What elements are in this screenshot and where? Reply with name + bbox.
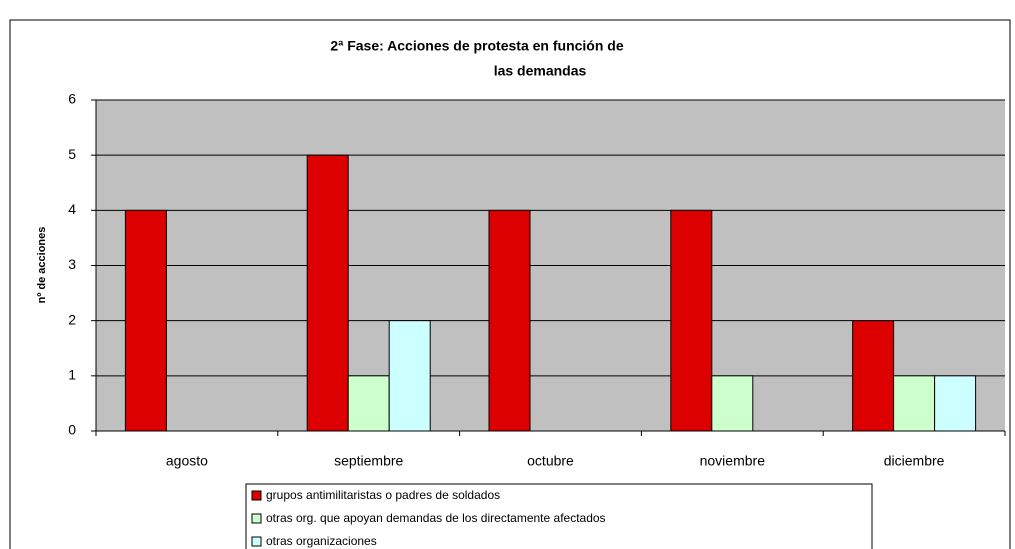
- y-tick-label: 2: [68, 311, 76, 327]
- x-tick-label: octubre: [527, 453, 574, 469]
- y-tick-label: 4: [68, 201, 76, 217]
- x-tick-label: agosto: [166, 453, 208, 469]
- legend-label: otras org. que apoyan demandas de los di…: [266, 511, 606, 525]
- legend-swatch: [251, 513, 262, 524]
- bar: [934, 375, 977, 432]
- bar: [388, 320, 431, 432]
- legend-swatch: [251, 490, 262, 501]
- bar: [711, 375, 754, 432]
- x-tick-label: septiembre: [334, 453, 403, 469]
- bar: [852, 320, 895, 432]
- bar: [670, 209, 713, 432]
- y-tick-label: 0: [68, 422, 76, 438]
- bar: [124, 209, 167, 432]
- x-tick-label: noviembre: [700, 453, 766, 469]
- x-tick-label: diciembre: [884, 453, 945, 469]
- y-axis-label: nº de acciones: [36, 227, 48, 304]
- chart-title: las demandas: [494, 63, 587, 79]
- legend-label: grupos antimilitaristas o padres de sold…: [266, 488, 500, 502]
- bar: [488, 209, 531, 432]
- y-tick-label: 6: [68, 91, 76, 107]
- bar: [347, 375, 390, 432]
- legend-swatch: [251, 536, 262, 547]
- bar: [306, 154, 349, 432]
- y-tick-label: 5: [68, 146, 76, 162]
- y-tick-label: 3: [68, 256, 76, 272]
- bar: [893, 375, 936, 432]
- y-tick-label: 1: [68, 367, 76, 383]
- chart-title: 2ª Fase: Acciones de protesta en función…: [330, 38, 624, 54]
- legend-box: [245, 483, 873, 549]
- legend-label: otras organizaciones: [266, 534, 377, 548]
